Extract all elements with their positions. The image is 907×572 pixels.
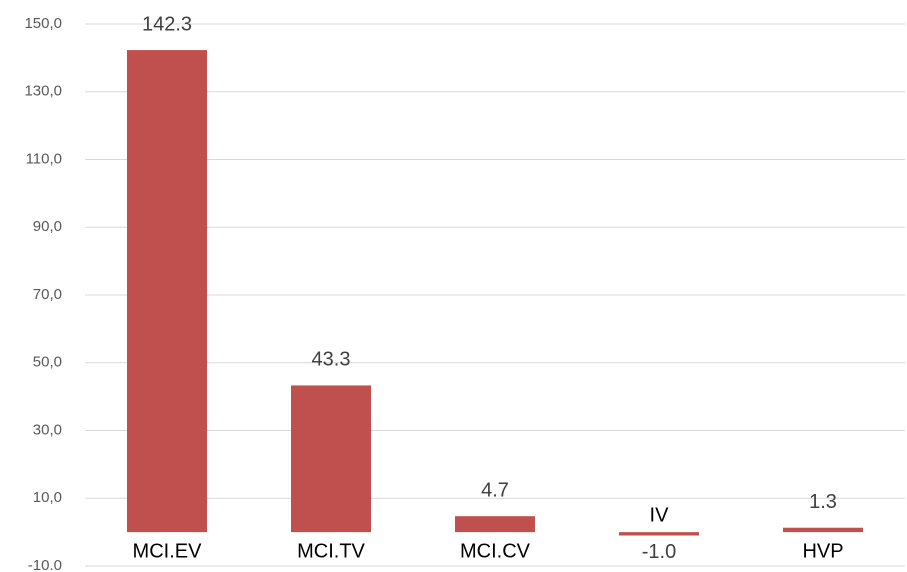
bar [783, 527, 863, 533]
y-tick-label: 90,0 [33, 218, 62, 235]
bar [291, 385, 371, 533]
x-tick-label: MCI.EV [133, 540, 203, 562]
y-tick-label: 30,0 [33, 421, 62, 438]
value-label: -1.0 [642, 541, 676, 563]
value-label: 1.3 [809, 491, 837, 513]
value-label: 4.7 [481, 479, 509, 501]
bar [455, 516, 535, 533]
y-tick-label: 110,0 [26, 150, 62, 167]
x-tick-label: HVP [802, 540, 843, 562]
y-tick-label: 70,0 [33, 286, 62, 303]
y-tick-label: 150,0 [24, 15, 62, 32]
bar [619, 532, 699, 536]
y-tick-label: -10.0 [28, 557, 62, 572]
bar [127, 50, 207, 533]
value-label: 142.3 [142, 13, 192, 35]
x-tick-label: IV [650, 504, 670, 526]
y-tick-label: 50,0 [33, 354, 62, 371]
y-tick-label: 10,0 [33, 489, 62, 506]
y-tick-label: 130,0 [24, 83, 62, 100]
x-tick-label: MCI.CV [460, 540, 531, 562]
x-tick-label: MCI.TV [297, 540, 365, 562]
value-label: 43.3 [312, 349, 351, 371]
